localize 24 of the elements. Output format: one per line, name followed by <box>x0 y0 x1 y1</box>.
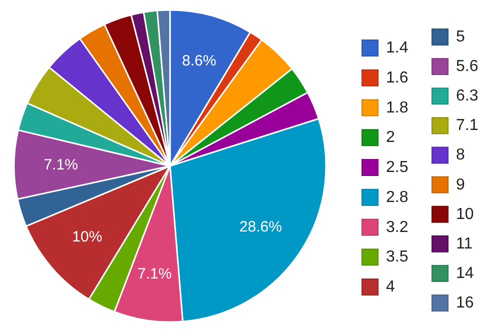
legend-label: 2.5 <box>386 159 408 176</box>
legend-label: 3.5 <box>386 248 408 266</box>
data-label: 28.6% <box>239 218 282 236</box>
legend-label: 8 <box>456 146 465 164</box>
legend-label: 2.8 <box>386 188 408 206</box>
data-label: 7.1% <box>138 266 172 283</box>
legend-label: 1.8 <box>386 99 408 116</box>
legend-label: 5.6 <box>456 58 478 76</box>
legend-label: 4 <box>386 278 395 296</box>
legend-label: 5 <box>456 28 465 46</box>
legend-label: 7.1 <box>456 117 478 134</box>
legend-label: 10 <box>456 206 474 223</box>
data-label: 8.6% <box>182 52 216 70</box>
legend-label: 14 <box>456 264 474 282</box>
legend-label: 9 <box>456 176 465 194</box>
legend-label: 16 <box>456 294 474 312</box>
legend-label: 3.2 <box>386 218 408 236</box>
legend-label: 11 <box>456 235 473 252</box>
data-label: 10% <box>72 228 102 246</box>
legend-label: 6.3 <box>456 88 478 105</box>
legend-label: 2 <box>386 129 395 146</box>
legend-label: 1.6 <box>386 69 408 86</box>
legend-label: 1.4 <box>386 40 408 56</box>
data-label: 7.1% <box>44 156 78 174</box>
